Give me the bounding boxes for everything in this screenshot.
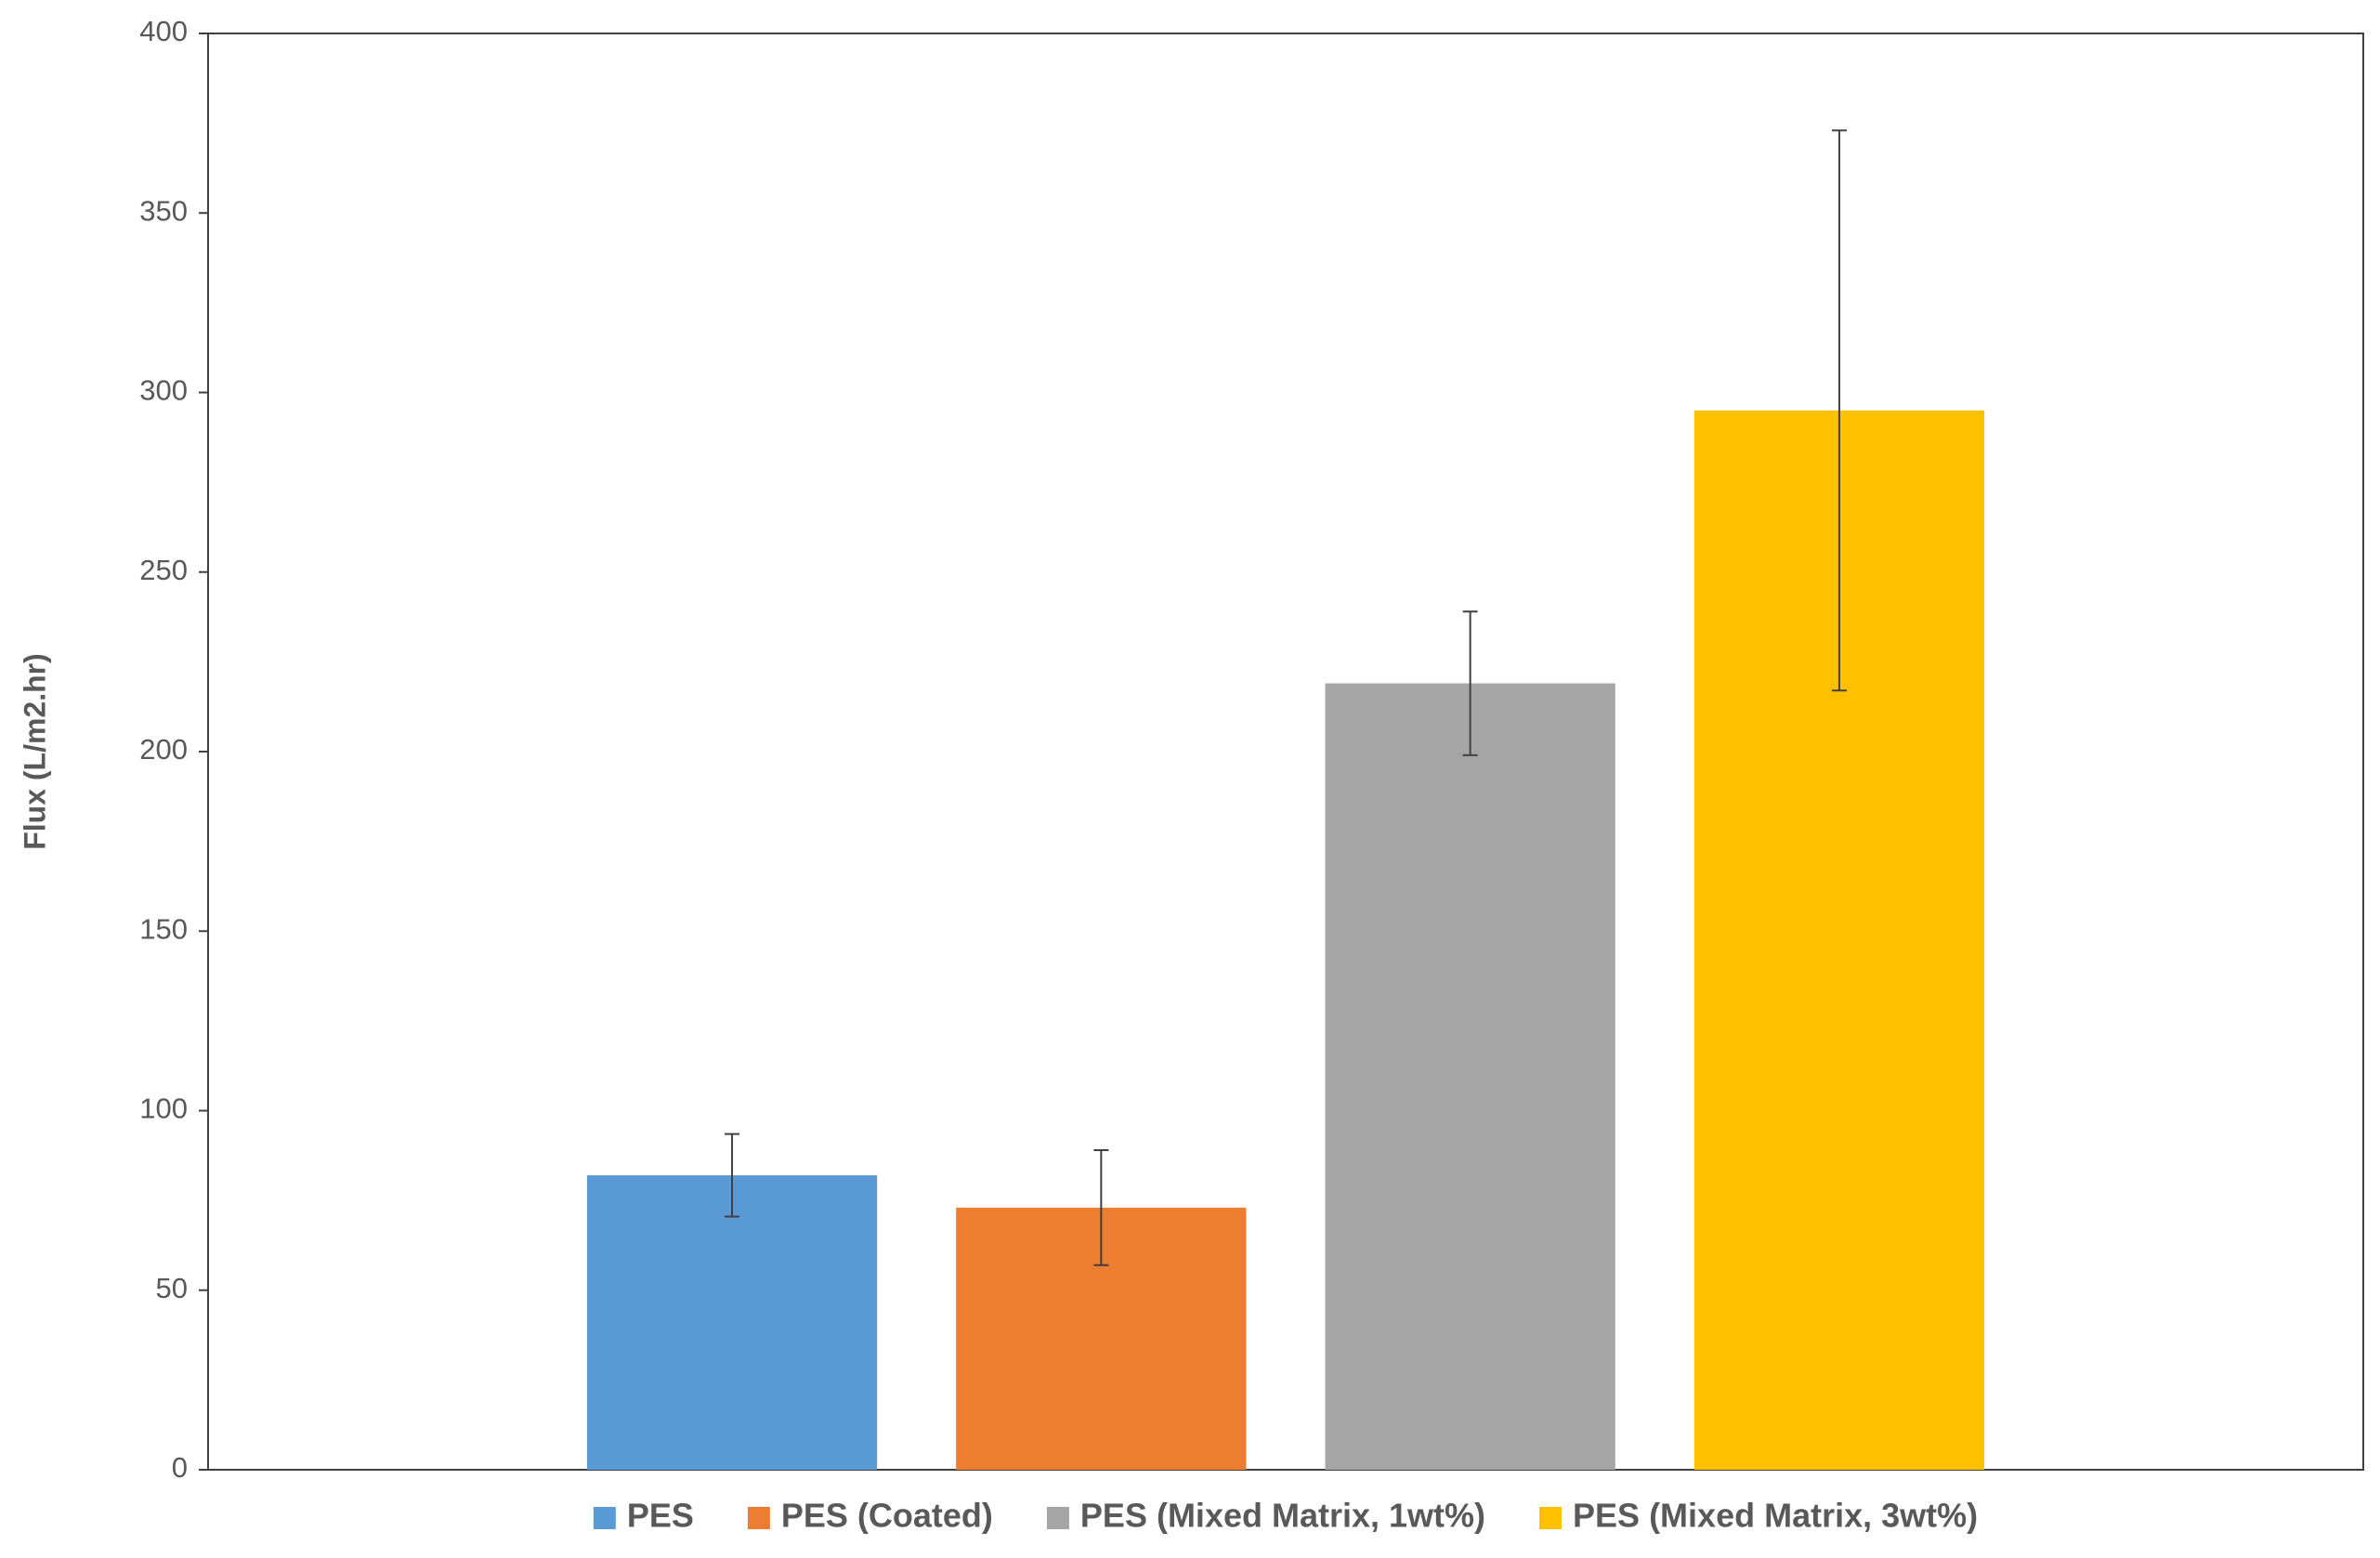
error-bar	[1093, 1149, 1109, 1266]
legend-label: PES	[627, 1497, 694, 1535]
legend-swatch	[1539, 1507, 1563, 1529]
legend-label: PES (Mixed Matrix, 1wt%)	[1080, 1497, 1485, 1535]
y-tick-label: 250	[139, 554, 188, 586]
legend-label: PES (Coated)	[781, 1497, 993, 1535]
bar	[586, 1175, 878, 1470]
legend-swatch	[747, 1507, 770, 1529]
y-tick-label: 350	[139, 194, 188, 227]
y-tick-label: 100	[139, 1093, 188, 1125]
y-tick-label: 400	[139, 15, 188, 47]
bar	[1325, 683, 1615, 1470]
y-tick-label: 150	[139, 912, 188, 945]
error-bar	[1831, 129, 1847, 692]
legend-swatch	[593, 1507, 616, 1529]
y-axis-title: Flux (L/m2.hr)	[18, 653, 51, 850]
error-bar	[725, 1132, 740, 1218]
legend-label: PES (Mixed Matrix, 3wt%)	[1573, 1497, 1978, 1535]
y-tick-label: 0	[172, 1451, 188, 1484]
error-bar	[1462, 610, 1478, 756]
y-tick-label: 200	[139, 733, 188, 766]
y-tick-label: 300	[139, 374, 188, 407]
y-tick-label: 50	[156, 1272, 188, 1304]
legend-swatch	[1046, 1507, 1069, 1529]
